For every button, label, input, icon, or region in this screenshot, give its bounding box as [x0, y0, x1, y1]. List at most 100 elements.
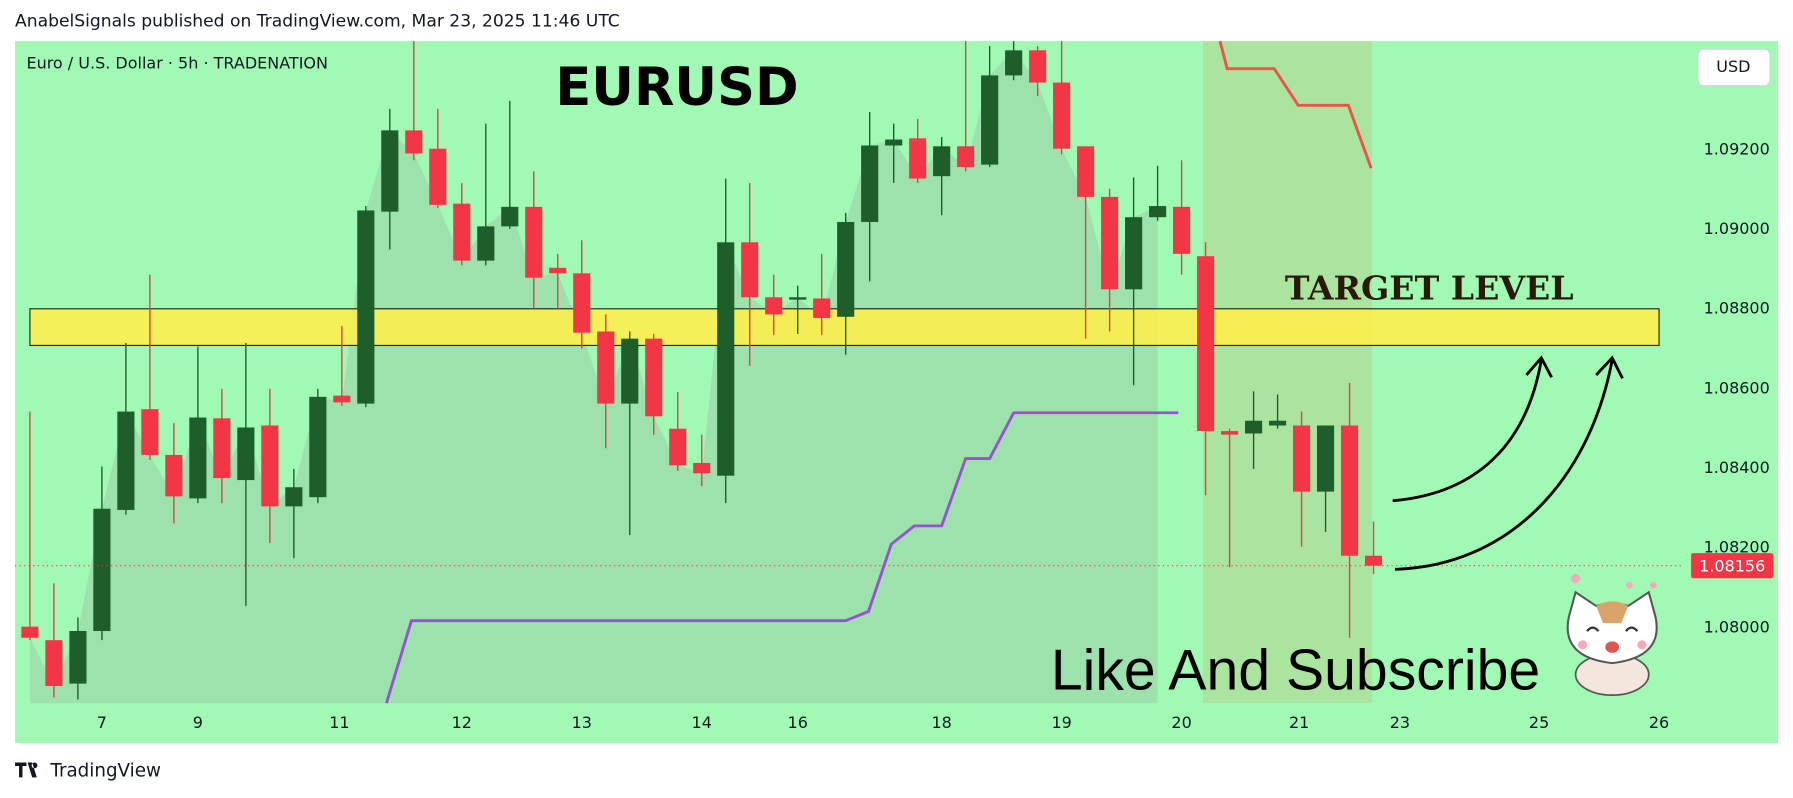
candle-body [45, 640, 63, 686]
chart-title: EURUSD [555, 57, 798, 118]
candle-body [1364, 555, 1383, 566]
candle-body [1005, 50, 1023, 76]
candle-body [189, 417, 207, 499]
supertrend-line [385, 411, 1179, 704]
x-tick-label: 7 [97, 713, 107, 732]
data-layer: 1.08000 1.08200 1.08400 1.08600 1.08800 1.090… [15, 40, 1774, 732]
candle-body [1316, 425, 1335, 492]
last-price-label: 1.08156 [1699, 556, 1765, 575]
x-tick-label: 9 [193, 713, 203, 732]
candle-body [1053, 82, 1071, 149]
candle-body [981, 75, 999, 165]
y-tick-label: 1.08000 [1704, 617, 1770, 636]
arrow [1392, 359, 1543, 503]
candle-body [21, 626, 39, 638]
x-tick-label: 20 [1171, 713, 1191, 732]
candle-body [1173, 206, 1191, 254]
cat-eyes [1586, 626, 1639, 632]
candle-body [909, 138, 927, 179]
publish-header: AnabelSignals published on TradingView.c… [15, 12, 620, 32]
candle-body [405, 130, 423, 154]
x-tick-label: 25 [1529, 713, 1549, 732]
candle-body [693, 462, 711, 474]
x-tick-label: 14 [692, 713, 712, 732]
candle-body [1077, 146, 1095, 197]
x-tick-label: 16 [788, 713, 808, 732]
candle-body [1197, 256, 1215, 432]
candle-body [1029, 50, 1047, 83]
y-tick-label: 1.09200 [1704, 139, 1770, 158]
candle-body [1245, 420, 1263, 434]
candle-body [1292, 425, 1311, 492]
candle-body [309, 396, 327, 498]
x-tick-label: 13 [572, 713, 592, 732]
y-tick-label: 1.09000 [1704, 219, 1770, 238]
arrow [1394, 359, 1614, 571]
footer-text: TradingView [49, 761, 161, 782]
candle-body [621, 338, 639, 404]
x-tick-label: 21 [1289, 713, 1309, 732]
candle-body [717, 242, 735, 476]
arrow-head [1595, 355, 1624, 380]
currency-label[interactable]: USD [1716, 57, 1750, 76]
candle-body [165, 454, 183, 497]
y-tick-label: 1.08600 [1704, 378, 1770, 397]
x-tick-label: 23 [1390, 713, 1410, 732]
last-price-box [1691, 553, 1774, 579]
candle-body [453, 203, 471, 261]
candle-body [789, 297, 807, 300]
candle-body [477, 226, 495, 261]
candle-body [525, 206, 543, 278]
candle-body [933, 146, 951, 177]
candle-body [261, 425, 279, 507]
candle-body [669, 428, 687, 466]
arrow-head [1525, 355, 1553, 378]
y-tick-label: 1.08400 [1704, 458, 1770, 477]
target-label: TARGET LEVEL [1285, 269, 1574, 308]
candle-body [549, 267, 567, 274]
flower [1649, 581, 1657, 589]
candle-body [429, 148, 447, 205]
y-tick-label: 1.08800 [1704, 299, 1770, 318]
x-tick-label: 18 [931, 713, 951, 732]
candle-body [69, 631, 87, 684]
candle-body [597, 331, 615, 404]
symbol-info: Euro / U.S. Dollar · 5h · TRADENATION [26, 54, 328, 73]
candle-body [285, 487, 303, 507]
candle-body [1149, 206, 1167, 218]
cat-mouth [1605, 641, 1620, 653]
cat-blush [1637, 640, 1647, 650]
x-tick-label: 11 [329, 713, 349, 732]
forecast-zone [1202, 41, 1373, 704]
candle-body [1101, 196, 1119, 290]
cat-patch [1596, 601, 1629, 624]
candle-body [885, 139, 903, 146]
candle-body [765, 297, 783, 315]
currency-box[interactable] [1697, 48, 1771, 87]
logo-mark [15, 762, 38, 778]
arrows [1392, 355, 1624, 571]
candle-body [117, 411, 135, 510]
candle-body [237, 427, 255, 481]
candle-body [381, 130, 399, 212]
cat-sticker [1566, 573, 1658, 696]
candle-body [333, 395, 351, 403]
candle-body [813, 298, 831, 318]
candle-body [1269, 420, 1287, 426]
x-tick-label: 12 [452, 713, 472, 732]
candle-body [213, 418, 231, 479]
candle-body [573, 273, 591, 333]
cat-blush [1577, 640, 1588, 650]
candle-body [141, 409, 159, 455]
candle-body [1125, 217, 1143, 290]
candle-body [93, 508, 111, 632]
plot-background [15, 41, 1778, 744]
candle-body [645, 338, 663, 417]
candle-body [837, 221, 855, 317]
candle-body [1340, 425, 1359, 556]
flower [1571, 573, 1581, 584]
x-tick-label: 26 [1649, 713, 1669, 732]
flower [1625, 581, 1633, 589]
